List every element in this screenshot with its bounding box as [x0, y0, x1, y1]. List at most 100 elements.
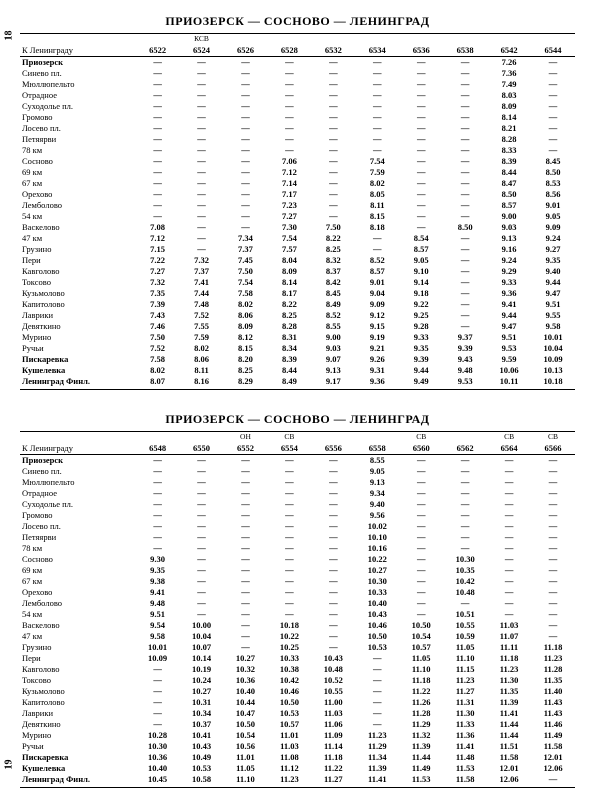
time-cell: 10.55 — [443, 620, 487, 631]
time-cell: 9.03 — [487, 222, 531, 233]
time-cell — [180, 488, 224, 499]
time-cell — [267, 79, 311, 90]
time-cell — [311, 68, 355, 79]
time-cell: 9.40 — [531, 266, 575, 277]
time-cell: 10.53 — [355, 642, 399, 653]
time-cell: 9.44 — [487, 310, 531, 321]
time-cell: 9.05 — [355, 466, 399, 477]
time-cell: 9.51 — [531, 299, 575, 310]
time-cell — [136, 686, 180, 697]
time-cell — [443, 101, 487, 112]
time-cell: 9.59 — [487, 354, 531, 365]
time-cell: 9.51 — [136, 609, 180, 620]
table-row: Кузьмолово10.2710.4010.4610.5511.2211.27… — [20, 686, 575, 697]
time-cell — [487, 576, 531, 587]
time-cell — [443, 90, 487, 101]
time-cell: 8.05 — [355, 189, 399, 200]
time-cell: 10.18 — [267, 620, 311, 631]
time-cell: 7.15 — [136, 244, 180, 255]
table-row: 69 км7.127.598.448.50 — [20, 167, 575, 178]
time-cell: 11.23 — [443, 675, 487, 686]
time-cell — [267, 510, 311, 521]
time-cell — [136, 466, 180, 477]
time-cell: 11.18 — [487, 653, 531, 664]
train-sub: КСВ — [180, 34, 224, 46]
table-row: Суходолье пл.9.40 — [20, 499, 575, 510]
time-cell — [136, 510, 180, 521]
time-cell: 7.57 — [267, 244, 311, 255]
time-cell: 9.26 — [355, 354, 399, 365]
time-cell — [224, 68, 268, 79]
time-cell: 8.02 — [136, 365, 180, 376]
time-cell: 8.22 — [267, 299, 311, 310]
station-name: Громово — [20, 510, 136, 521]
time-cell — [224, 156, 268, 167]
time-cell: 8.18 — [355, 222, 399, 233]
time-cell — [487, 488, 531, 499]
time-cell: 9.01 — [355, 277, 399, 288]
time-cell: 10.30 — [136, 741, 180, 752]
train-number: 6558 — [355, 443, 399, 455]
time-cell: 7.58 — [224, 288, 268, 299]
time-cell: 9.28 — [399, 321, 443, 332]
time-cell: 10.27 — [224, 653, 268, 664]
time-cell: 10.41 — [180, 730, 224, 741]
time-cell: 11.10 — [224, 774, 268, 788]
time-cell: 8.55 — [355, 455, 399, 467]
time-cell: 8.33 — [487, 145, 531, 156]
time-cell — [180, 222, 224, 233]
train-number: 6564 — [487, 443, 531, 455]
time-cell: 10.57 — [399, 642, 443, 653]
time-cell — [224, 532, 268, 543]
time-cell — [399, 543, 443, 554]
time-cell — [443, 466, 487, 477]
time-cell — [355, 57, 399, 69]
time-cell: 11.44 — [399, 752, 443, 763]
table-row: 47 км7.127.347.548.228.549.139.24 — [20, 233, 575, 244]
time-cell: 9.35 — [531, 255, 575, 266]
time-cell: 8.28 — [267, 321, 311, 332]
table-row: Лаврики10.3410.4710.5311.0311.2811.3011.… — [20, 708, 575, 719]
time-cell: 8.52 — [311, 310, 355, 321]
station-name: Кузьмолово — [20, 288, 136, 299]
table-row: Капитолово7.397.488.028.228.499.099.229.… — [20, 299, 575, 310]
station-name: Васкелово — [20, 222, 136, 233]
time-cell — [355, 233, 399, 244]
time-cell: 9.43 — [443, 354, 487, 365]
time-cell: 11.08 — [267, 752, 311, 763]
time-cell: 10.58 — [180, 774, 224, 788]
train-number: 6544 — [531, 45, 575, 57]
time-cell — [267, 532, 311, 543]
time-cell — [487, 609, 531, 620]
train-sub: СВ — [487, 432, 531, 444]
time-cell — [399, 112, 443, 123]
station-name: Сосново — [20, 156, 136, 167]
time-cell — [180, 57, 224, 69]
station-name: Ленинград Финл. — [20, 774, 136, 788]
time-cell: 10.10 — [355, 532, 399, 543]
time-cell — [224, 565, 268, 576]
header-blank — [20, 34, 136, 46]
time-cell: 11.05 — [224, 763, 268, 774]
timetable-container: ПРИОЗЕРСК — СОСНОВО — ЛЕНИНГРАДКСВК Лени… — [20, 14, 575, 788]
time-cell: 9.39 — [443, 343, 487, 354]
time-cell — [399, 134, 443, 145]
time-cell: 8.55 — [311, 321, 355, 332]
time-cell — [136, 697, 180, 708]
time-cell: 10.45 — [136, 774, 180, 788]
train-number: 6556 — [311, 443, 355, 455]
time-cell: 11.58 — [487, 752, 531, 763]
time-cell — [136, 123, 180, 134]
time-cell: 7.37 — [180, 266, 224, 277]
train-sub — [224, 34, 268, 46]
train-number: 6548 — [136, 443, 180, 455]
time-cell: 9.17 — [311, 376, 355, 390]
table-row: Мюллюпельто7.49 — [20, 79, 575, 90]
time-cell: 9.58 — [531, 321, 575, 332]
time-cell: 9.41 — [136, 587, 180, 598]
time-cell: 11.53 — [399, 774, 443, 788]
time-cell — [355, 708, 399, 719]
time-cell — [267, 466, 311, 477]
time-cell — [399, 167, 443, 178]
table-row: Грузино10.0110.0710.2510.5310.5711.0511.… — [20, 642, 575, 653]
